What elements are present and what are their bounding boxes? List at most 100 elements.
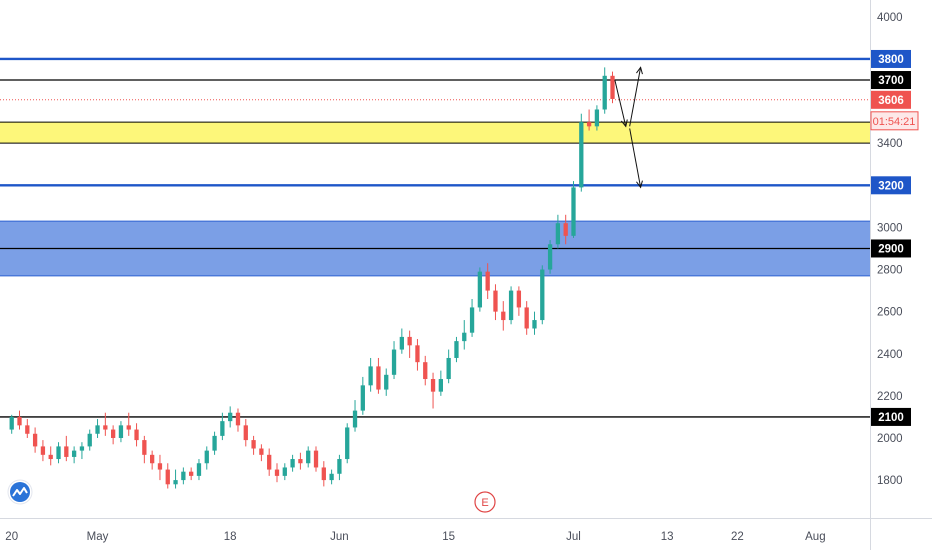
candle-body[interactable] bbox=[134, 429, 139, 441]
candle-body[interactable] bbox=[9, 416, 14, 430]
candle-body[interactable] bbox=[524, 307, 529, 329]
candle-body[interactable] bbox=[251, 440, 256, 449]
candle-body[interactable] bbox=[17, 416, 22, 426]
candle-body[interactable] bbox=[446, 357, 451, 380]
candle-body[interactable] bbox=[610, 75, 615, 99]
candle-body[interactable] bbox=[56, 446, 61, 460]
candle-body[interactable] bbox=[430, 379, 436, 392]
candle-body[interactable] bbox=[64, 446, 69, 457]
candle-body[interactable] bbox=[228, 412, 233, 422]
candle-body[interactable] bbox=[329, 473, 334, 481]
candle-body[interactable] bbox=[79, 446, 85, 451]
candle-body[interactable] bbox=[337, 459, 342, 474]
candle-body[interactable] bbox=[415, 345, 420, 363]
candle-body[interactable] bbox=[384, 374, 389, 390]
candle-body[interactable] bbox=[547, 244, 553, 270]
candle-body[interactable] bbox=[391, 349, 397, 375]
candle-body[interactable] bbox=[352, 410, 358, 428]
level-3700-badge[interactable] bbox=[871, 71, 911, 90]
candle-body[interactable] bbox=[212, 435, 217, 451]
level-3800-badge-text: 3800 bbox=[878, 54, 904, 66]
arrow-2-head bbox=[636, 66, 643, 75]
candle-body[interactable] bbox=[142, 440, 147, 455]
candle-body[interactable] bbox=[110, 429, 116, 438]
candle-body[interactable] bbox=[267, 454, 272, 470]
candle-body[interactable] bbox=[579, 122, 584, 188]
candle-body[interactable] bbox=[32, 433, 38, 447]
arrow-1[interactable] bbox=[614, 79, 627, 127]
candle-body[interactable] bbox=[493, 290, 498, 312]
price-axis[interactable]: 1800 2000 2200 2400 2600 2800 3000 3400 4000 bbox=[877, 12, 903, 487]
candle-body[interactable] bbox=[282, 467, 287, 476]
candle-body[interactable] bbox=[204, 450, 209, 464]
candles-layer[interactable] bbox=[9, 67, 615, 489]
candle-body[interactable] bbox=[25, 425, 30, 434]
candle-body[interactable] bbox=[103, 425, 108, 430]
level-2900-badge[interactable] bbox=[871, 239, 911, 258]
candle-body[interactable] bbox=[306, 450, 311, 464]
candle-body[interactable] bbox=[95, 425, 100, 434]
arrow-2[interactable] bbox=[629, 67, 642, 127]
candle-body[interactable] bbox=[469, 307, 475, 333]
candle-body[interactable] bbox=[196, 463, 202, 476]
candle-body[interactable] bbox=[313, 450, 319, 468]
candle-body[interactable] bbox=[126, 425, 131, 430]
candle-body[interactable] bbox=[586, 122, 592, 127]
candle-body[interactable] bbox=[399, 336, 404, 350]
candle-body[interactable] bbox=[165, 469, 170, 485]
candle-body[interactable] bbox=[555, 223, 561, 245]
level-2100-badge[interactable] bbox=[871, 407, 911, 426]
candle-body[interactable] bbox=[71, 450, 77, 457]
current-price-badge[interactable] bbox=[871, 90, 911, 109]
candle-body[interactable] bbox=[516, 290, 522, 308]
candle-body[interactable] bbox=[274, 469, 280, 476]
candle-body[interactable] bbox=[563, 223, 568, 236]
candle-body[interactable] bbox=[602, 75, 607, 110]
arrow-3-head bbox=[636, 180, 643, 189]
candle-body[interactable] bbox=[423, 362, 428, 380]
candle-body[interactable] bbox=[173, 480, 178, 485]
candle-body[interactable] bbox=[290, 459, 295, 468]
yellow-zone[interactable] bbox=[0, 122, 870, 144]
candle-body[interactable] bbox=[118, 425, 124, 438]
candle-body[interactable] bbox=[259, 448, 264, 455]
candle-body[interactable] bbox=[540, 269, 545, 321]
candle-body[interactable] bbox=[181, 471, 186, 481]
candle-body[interactable] bbox=[532, 320, 537, 329]
candle-body[interactable] bbox=[477, 271, 483, 308]
level-3200-badge[interactable] bbox=[871, 176, 911, 195]
candle-body[interactable] bbox=[407, 336, 412, 346]
candle-body[interactable] bbox=[438, 379, 443, 392]
candle-body[interactable] bbox=[508, 290, 514, 321]
candle-body[interactable] bbox=[189, 471, 194, 476]
candle-body[interactable] bbox=[48, 454, 53, 460]
candle-body[interactable] bbox=[321, 467, 326, 481]
candle-body[interactable] bbox=[298, 459, 303, 464]
candle-body[interactable] bbox=[40, 446, 46, 455]
tradingview-logo-icon[interactable] bbox=[7, 479, 33, 505]
candle-body[interactable] bbox=[157, 463, 163, 470]
time-tick-label: 22 bbox=[731, 531, 744, 543]
candle-body[interactable] bbox=[454, 341, 459, 358]
price-tick-label: 3000 bbox=[877, 222, 903, 234]
candle-body[interactable] bbox=[235, 412, 241, 426]
candle-body[interactable] bbox=[243, 425, 248, 441]
level-3800-badge[interactable] bbox=[871, 49, 911, 68]
candle-body[interactable] bbox=[220, 421, 225, 436]
candle-body[interactable] bbox=[571, 187, 576, 236]
candle-body[interactable] bbox=[462, 332, 467, 342]
candle-body[interactable] bbox=[594, 109, 600, 127]
candle-body[interactable] bbox=[345, 427, 350, 460]
candle-body[interactable] bbox=[360, 385, 365, 411]
candle-body[interactable] bbox=[87, 433, 92, 447]
candle-body[interactable] bbox=[376, 366, 381, 390]
earnings-marker-icon[interactable]: E bbox=[474, 491, 496, 513]
time-axis[interactable]: 20 May 18 Jun 15 Jul 13 22 Aug bbox=[5, 531, 825, 543]
arrow-3[interactable] bbox=[629, 128, 642, 188]
candle-body[interactable] bbox=[501, 311, 506, 321]
candle-body[interactable] bbox=[150, 454, 155, 464]
candle-body[interactable] bbox=[368, 366, 373, 386]
candle-body[interactable] bbox=[485, 271, 490, 291]
